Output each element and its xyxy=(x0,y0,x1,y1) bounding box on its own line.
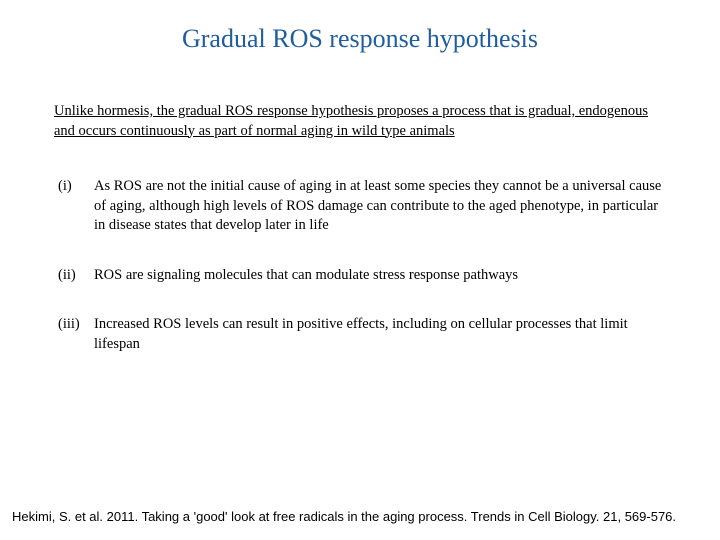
citation-text: Hekimi, S. et al. 2011. Taking a 'good' … xyxy=(12,509,708,524)
list-item: (ii) ROS are signaling molecules that ca… xyxy=(58,266,662,286)
slide-container: Gradual ROS response hypothesis Unlike h… xyxy=(0,0,720,540)
list-item: (iii) Increased ROS levels can result in… xyxy=(58,315,662,354)
intro-paragraph: Unlike hormesis, the gradual ROS respons… xyxy=(54,102,672,141)
slide-title: Gradual ROS response hypothesis xyxy=(18,24,702,54)
point-marker: (i) xyxy=(58,177,94,236)
list-item: (i) As ROS are not the initial cause of … xyxy=(58,177,662,236)
point-text: ROS are signaling molecules that can mod… xyxy=(94,266,662,286)
point-marker: (ii) xyxy=(58,266,94,286)
point-text: As ROS are not the initial cause of agin… xyxy=(94,177,662,236)
point-marker: (iii) xyxy=(58,315,94,354)
points-list: (i) As ROS are not the initial cause of … xyxy=(58,177,662,354)
point-text: Increased ROS levels can result in posit… xyxy=(94,315,662,354)
